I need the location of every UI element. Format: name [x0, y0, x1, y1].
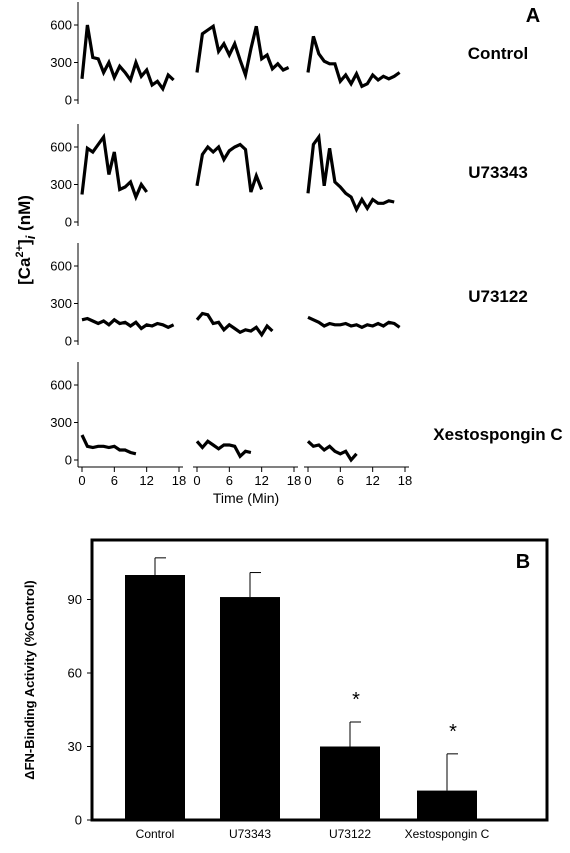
- ylabel-post: (nM): [15, 195, 34, 236]
- condition-label: Xestospongin C: [433, 425, 562, 444]
- calcium-trace: [195, 311, 274, 338]
- x-tick-label: 0: [304, 473, 311, 488]
- panel-a-traces: Control0300600U733430300600U731220300600…: [50, 2, 563, 488]
- y-tick-label: 300: [50, 55, 72, 70]
- bar: [125, 575, 185, 820]
- y-tick-label: 600: [50, 259, 72, 274]
- x-tick-label: 12: [365, 473, 379, 488]
- x-tick-label: 6: [337, 473, 344, 488]
- b-y-tick-label: 0: [75, 813, 82, 828]
- x-tick-label: 18: [287, 473, 301, 488]
- bar: [417, 790, 477, 820]
- y-tick-label: 300: [50, 296, 72, 311]
- y-tick-label: 0: [65, 453, 72, 468]
- panel-a-x-axis-title: Time (Min): [213, 490, 279, 506]
- panel-b-y-axis-title: ΔFN-Binding Activity (%Control): [22, 580, 37, 780]
- b-y-tick-label: 60: [68, 666, 82, 681]
- panel-b: B ΔFN-Binding Activity (%Control) 0 30 60 9…: [22, 538, 549, 841]
- significance-marker: *: [449, 721, 457, 743]
- condition-row: U73122 0 300 600: [50, 243, 528, 349]
- ylabel-pre: [Ca: [15, 257, 34, 285]
- category-label: Control: [136, 827, 175, 841]
- calcium-trace: [80, 132, 148, 202]
- ylabel-sup: 2+: [14, 245, 26, 258]
- ylabel-sub: i: [23, 235, 38, 239]
- x-tick-label: 18: [172, 473, 186, 488]
- panel-a: A [Ca2+]i (nM) Control0300600U7334303006…: [14, 2, 563, 506]
- calcium-trace: [80, 24, 175, 93]
- y-tick-label: 300: [50, 415, 72, 430]
- condition-row: Control 0 300 600: [50, 2, 528, 108]
- x-axis: 0 6 12 18: [304, 466, 412, 488]
- category-label: U73343: [229, 827, 271, 841]
- x-axis: 0 6 12 18: [193, 466, 301, 488]
- calcium-trace: [306, 35, 401, 89]
- condition-label: U73122: [468, 287, 528, 306]
- ylabel-mid: ]: [15, 239, 34, 245]
- condition-row: Xestospongin C 0 300 600: [50, 362, 563, 468]
- category-label: U73122: [329, 827, 371, 841]
- calcium-trace: [195, 439, 252, 459]
- x-tick-label: 6: [111, 473, 118, 488]
- condition-row: U73343 0 300 600: [50, 124, 528, 230]
- panel-b-frame: [90, 538, 549, 822]
- y-tick-label: 600: [50, 378, 72, 393]
- calcium-trace: [195, 23, 290, 81]
- category-label: Xestospongin C: [405, 827, 490, 841]
- calcium-trace: [307, 315, 401, 330]
- x-tick-label: 12: [254, 473, 268, 488]
- panel-b-letter: B: [516, 551, 530, 573]
- panel-a-y-axis-title: [Ca2+]i (nM): [14, 195, 38, 285]
- condition-label: Control: [468, 44, 528, 63]
- x-tick-label: 0: [78, 473, 85, 488]
- x-tick-label: 0: [193, 473, 200, 488]
- calcium-trace: [81, 316, 175, 331]
- y-tick-label: 600: [50, 18, 72, 33]
- y-tick-label: 300: [50, 177, 72, 192]
- condition-label: U73343: [468, 163, 528, 182]
- calcium-trace: [306, 132, 395, 214]
- bar: [220, 597, 280, 820]
- y-tick-label: 0: [65, 93, 72, 108]
- x-tick-label: 18: [398, 473, 412, 488]
- y-tick-label: 0: [65, 334, 72, 349]
- calcium-trace: [195, 142, 264, 193]
- calcium-trace: [306, 440, 358, 463]
- b-y-tick-label: 30: [68, 739, 82, 754]
- panel-a-letter: A: [526, 5, 540, 27]
- x-tick-label: 12: [139, 473, 153, 488]
- x-axis: 0 6 12 18: [78, 466, 186, 488]
- y-tick-label: 600: [50, 140, 72, 155]
- bar: [320, 746, 380, 820]
- x-tick-label: 6: [226, 473, 233, 488]
- calcium-trace: [80, 434, 137, 456]
- b-y-tick-label: 90: [68, 592, 82, 607]
- panel-b-bars: 0 30 60 90 Control U73343 * U73122 * Xestospongin…: [68, 557, 490, 841]
- y-tick-label: 0: [65, 215, 72, 230]
- significance-marker: *: [352, 689, 360, 711]
- svg-text:[Ca2+]i (nM): [Ca2+]i (nM): [14, 195, 38, 285]
